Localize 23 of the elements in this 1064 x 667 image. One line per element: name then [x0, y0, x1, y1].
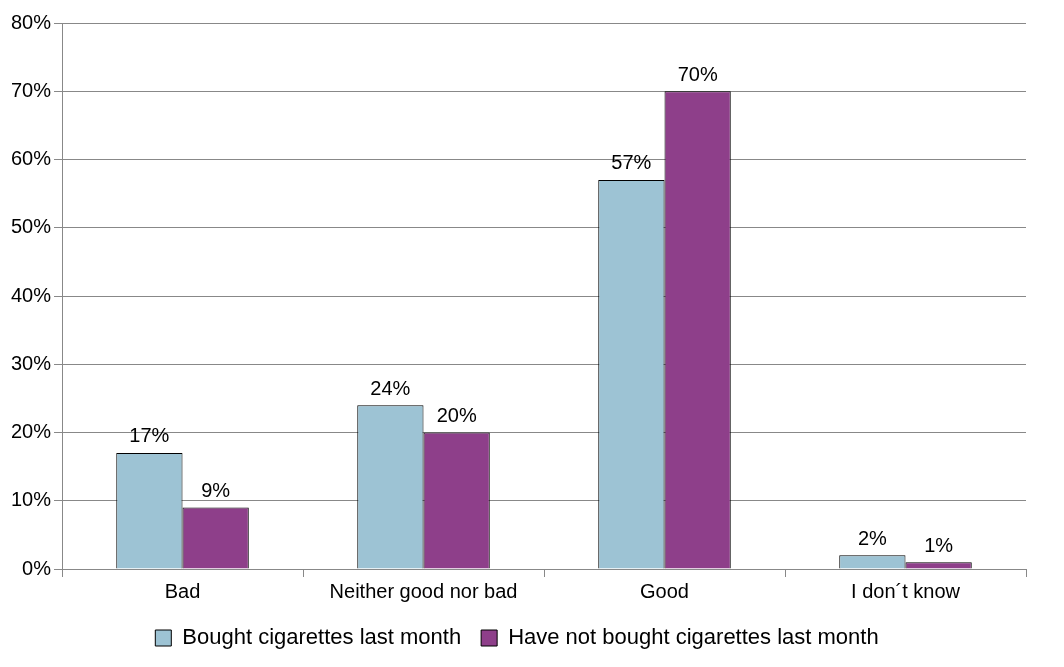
y-tick-label: 60%: [11, 147, 52, 170]
x-tick-label: Neither good nor bad: [329, 579, 518, 602]
data-label: 24%: [370, 376, 411, 399]
y-tick-label: 20%: [11, 420, 52, 443]
data-label: 1%: [924, 533, 954, 556]
data-label: 70%: [677, 62, 718, 85]
y-tick-label: 10%: [11, 488, 52, 511]
data-label: 20%: [436, 404, 477, 427]
data-label: 2%: [857, 526, 888, 549]
legend-label: Bought cigarettes last month: [182, 624, 462, 650]
y-tick-label: 50%: [11, 215, 52, 238]
y-tick-label: 80%: [11, 10, 52, 33]
data-label: 17%: [129, 424, 170, 447]
data-label: 57%: [611, 151, 652, 174]
y-tick-label: 40%: [11, 283, 52, 306]
legend-label: Have not bought cigarettes last month: [508, 624, 879, 650]
x-tick-label: I don´t know: [851, 579, 961, 602]
x-tick-label: Good: [640, 579, 689, 602]
y-tick-label: 0%: [22, 556, 52, 579]
x-tick-label: Bad: [164, 579, 201, 602]
y-tick-label: 70%: [11, 78, 52, 101]
data-label: 9%: [201, 479, 231, 502]
y-tick-label: 30%: [11, 351, 52, 374]
